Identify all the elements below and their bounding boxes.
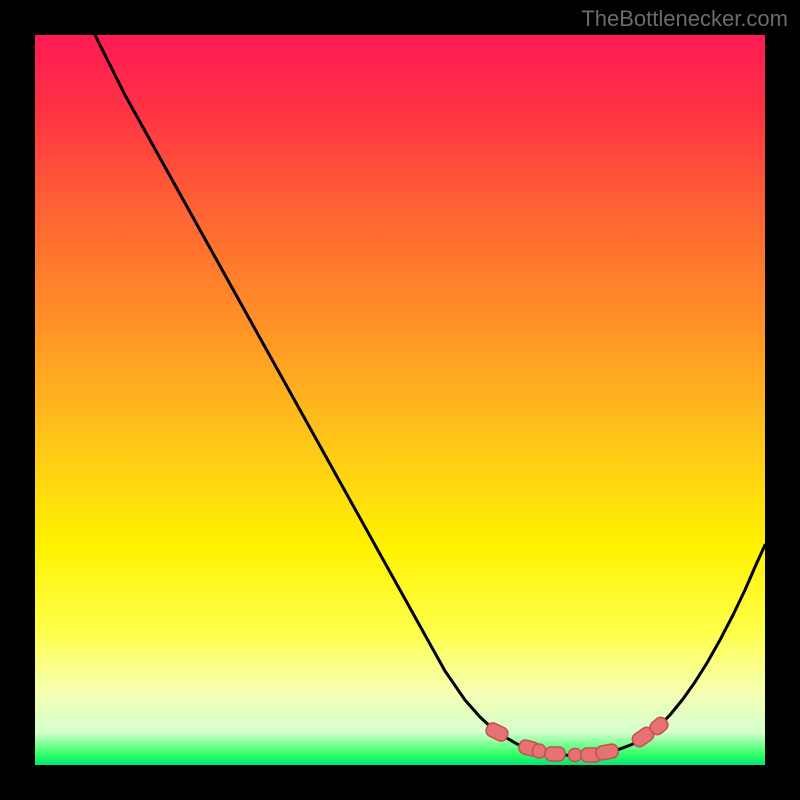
frame-right <box>765 0 800 800</box>
frame-bottom <box>0 765 800 800</box>
chart-svg <box>35 35 765 765</box>
frame-left <box>0 0 35 800</box>
watermark-text: TheBottlenecker.com <box>581 6 788 32</box>
marker-pill <box>595 743 619 761</box>
bottleneck-curve <box>95 35 765 756</box>
marker-pill <box>533 744 546 758</box>
curve-markers <box>484 715 670 762</box>
marker-pill <box>569 749 582 762</box>
chart-plot-area <box>35 35 765 765</box>
marker-pill <box>545 747 565 761</box>
